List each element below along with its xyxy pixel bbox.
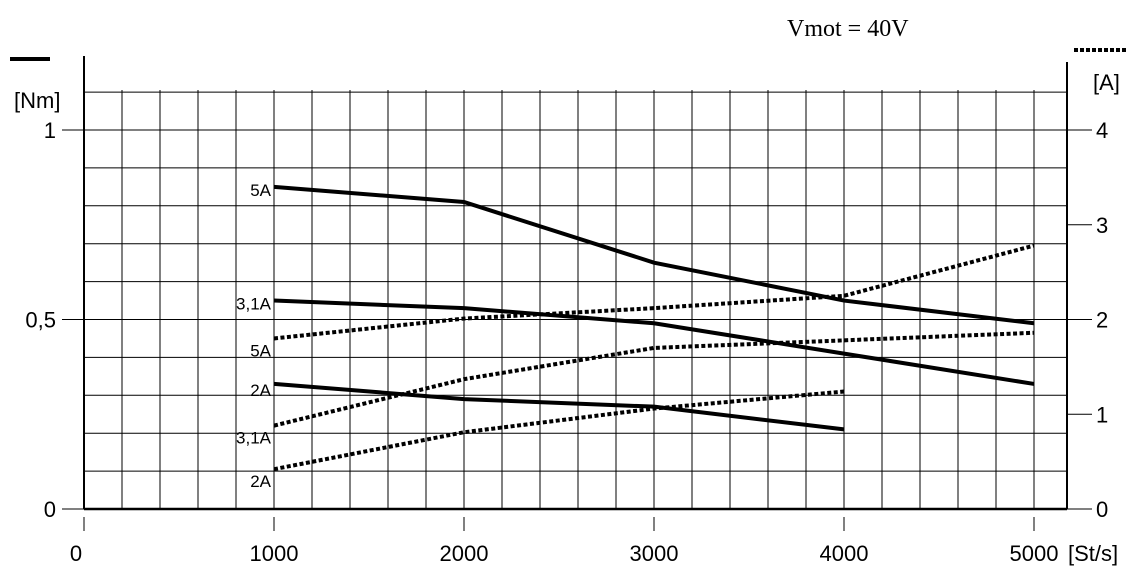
series-lines — [273, 184, 1035, 472]
y-right-tick-label: 2 — [1096, 308, 1108, 333]
x-tick-label: 2000 — [440, 541, 489, 566]
grid — [84, 90, 1067, 509]
y-right-tick-label: 0 — [1096, 497, 1108, 522]
series-line-right-5A — [273, 243, 1035, 341]
x-tick-label: 1000 — [250, 541, 299, 566]
series-label: 5A — [250, 181, 271, 200]
x-tick-label: 3000 — [630, 541, 679, 566]
series-label: 3,1A — [236, 429, 272, 448]
x-tick-label: 4000 — [820, 541, 869, 566]
y-left-unit-label: [Nm] — [14, 88, 60, 113]
y-left-tick-label: 0,5 — [25, 308, 56, 333]
x-tick-label: 0 — [70, 541, 82, 566]
x-tick-label: 5000 — [1010, 541, 1059, 566]
x-unit-label: [St/s] — [1068, 541, 1118, 566]
series-line-left-5A — [273, 184, 1035, 326]
series-labels: 5A 3,1A 2A 5A 3,1A 2A — [236, 181, 272, 491]
series-label: 2A — [250, 472, 271, 491]
series-line-left-3-1A — [273, 298, 1035, 386]
series-line-right-3-1A — [273, 330, 1035, 428]
y-right-unit-label: [A] — [1093, 70, 1120, 95]
y-right-tick-label: 1 — [1096, 402, 1108, 427]
y-left-tick-label: 1 — [44, 118, 56, 143]
y-left-tick-label: 0 — [44, 497, 56, 522]
series-line-right-2A — [273, 389, 845, 472]
series-line-left-2A — [273, 381, 845, 432]
y-right-tick-label: 3 — [1096, 213, 1108, 238]
series-label: 5A — [250, 341, 271, 360]
y-right-tick-label: 4 — [1096, 118, 1108, 143]
chart-title: Vmot = 40V — [787, 16, 909, 42]
axes: 0 0,5 1 0 1 2 3 4 0 1000 2000 3000 4000 5000 — [25, 56, 1108, 566]
series-label: 3,1A — [236, 295, 272, 314]
series-label: 2A — [250, 381, 271, 400]
